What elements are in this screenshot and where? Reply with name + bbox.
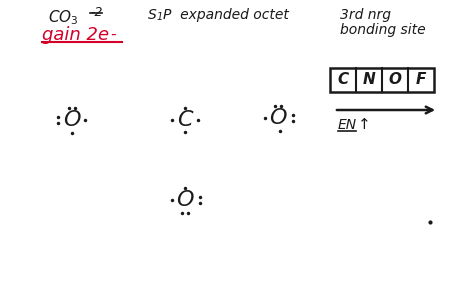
Text: C: C	[337, 73, 348, 88]
Bar	[330, 68, 434, 92]
Text: EN: EN	[338, 118, 357, 132]
Text: gain 2e: gain 2e	[42, 26, 109, 44]
Text: O: O	[176, 190, 194, 210]
Text: O: O	[389, 73, 401, 88]
Text: -2: -2	[90, 6, 102, 19]
Text: ↑: ↑	[358, 117, 371, 132]
Text: O: O	[63, 110, 81, 130]
Text: F: F	[416, 73, 426, 88]
Text: 3rd nrg: 3rd nrg	[340, 8, 391, 22]
Text: 1: 1	[157, 12, 163, 22]
Text: CO$_3$: CO$_3$	[48, 8, 79, 27]
Text: N: N	[363, 73, 375, 88]
Text: bonding site: bonding site	[340, 23, 426, 37]
Text: P  expanded octet: P expanded octet	[163, 8, 289, 22]
Text: -: -	[110, 27, 116, 42]
Text: S: S	[148, 8, 157, 22]
Text: O: O	[269, 108, 287, 128]
Text: C: C	[177, 110, 193, 130]
